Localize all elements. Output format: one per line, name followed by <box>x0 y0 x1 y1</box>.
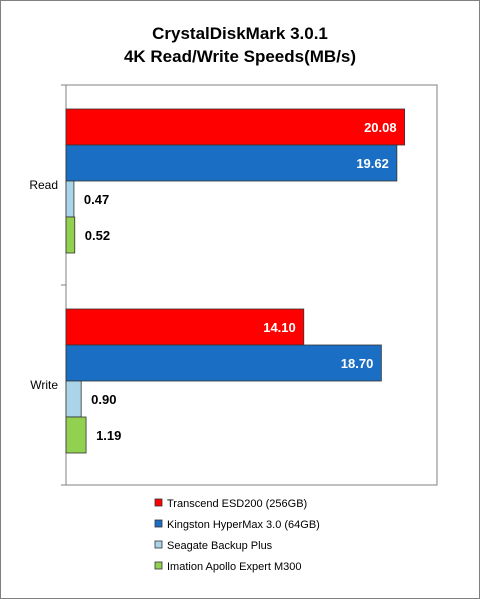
chart-title-line2: 4K Read/Write Speeds(MB/s) <box>124 47 356 66</box>
chart-title-line1: CrystalDiskMark 3.0.1 <box>152 24 328 43</box>
bar-write-series-3 <box>65 380 82 418</box>
data-label-read-series-4: 0.52 <box>85 228 110 243</box>
bar-read-series-2 <box>65 144 398 182</box>
data-label-write-series-1: 14.10 <box>263 320 296 335</box>
data-label-write-series-2: 18.70 <box>341 356 374 371</box>
legend-swatch-1 <box>154 498 163 507</box>
data-label-read-series-2: 19.62 <box>356 156 389 171</box>
data-label-write-series-3: 0.90 <box>91 392 116 407</box>
bar-write-series-4 <box>65 416 87 454</box>
data-label-read-series-3: 0.47 <box>84 192 109 207</box>
legend: Transcend ESD200 (256GB) Kingston HyperMa… <box>154 498 320 573</box>
plot-area: Read 20.08 19.62 0.47 0.52 Write 14.10 18.70 0.9… <box>29 84 438 486</box>
legend-label-4: Imation Apollo Expert M300 <box>167 561 302 573</box>
legend-swatch-4 <box>154 561 163 570</box>
bar-read-series-1 <box>65 108 406 146</box>
legend-swatch-3 <box>154 540 163 549</box>
legend-swatch-2 <box>154 519 163 528</box>
category-label-read: Read <box>29 178 58 192</box>
category-label-write: Write <box>30 378 58 392</box>
data-label-write-series-4: 1.19 <box>96 428 121 443</box>
data-label-read-series-1: 20.08 <box>364 120 397 135</box>
bar-write-series-1 <box>65 308 305 346</box>
legend-label-3: Seagate Backup Plus <box>167 540 273 552</box>
legend-label-2: Kingston HyperMax 3.0 (64GB) <box>167 519 320 531</box>
bar-write-series-2 <box>65 344 382 382</box>
legend-label-1: Transcend ESD200 (256GB) <box>167 498 307 510</box>
bar-read-series-4 <box>65 216 76 254</box>
bar-read-series-3 <box>65 180 75 218</box>
